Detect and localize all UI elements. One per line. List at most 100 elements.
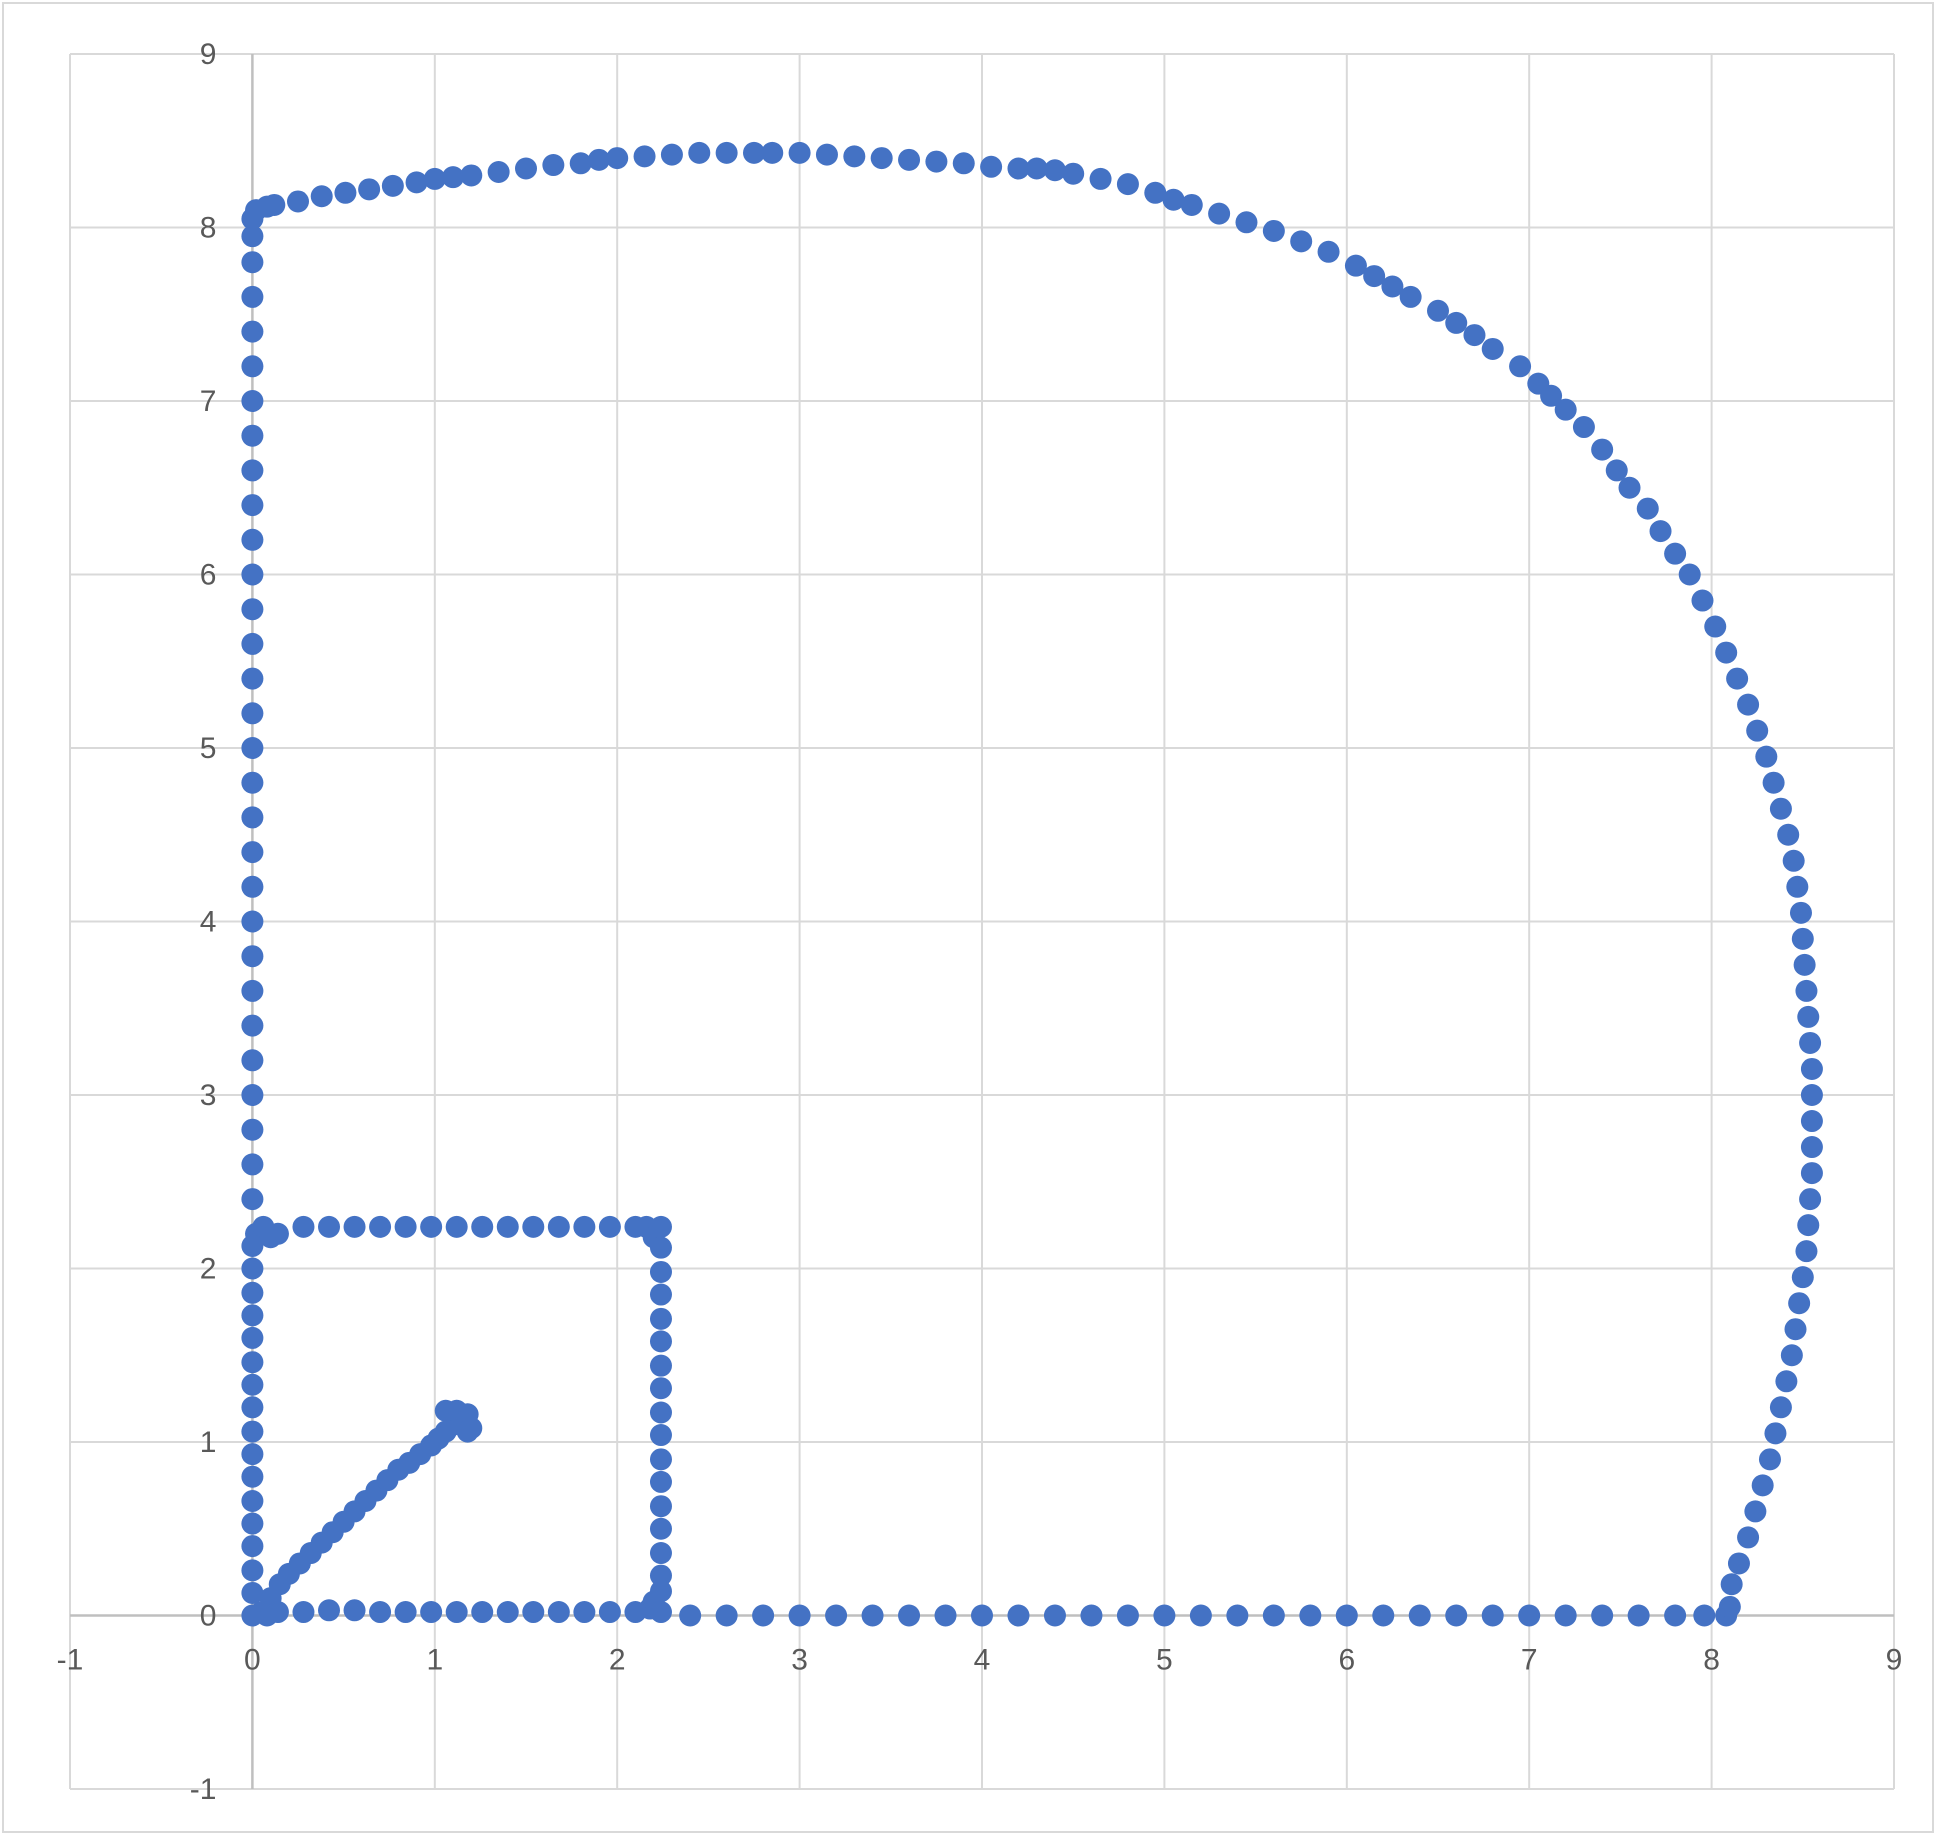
data-point xyxy=(241,1465,264,1488)
data-point xyxy=(241,1512,264,1535)
data-point xyxy=(1727,1552,1750,1575)
data-point xyxy=(1664,1604,1687,1627)
data-point xyxy=(542,154,565,177)
data-point xyxy=(456,1420,479,1443)
data-point xyxy=(1744,1500,1767,1523)
data-point xyxy=(241,875,264,898)
data-point xyxy=(1797,1005,1820,1028)
data-point xyxy=(241,1188,264,1211)
data-point xyxy=(1720,1573,1743,1596)
data-point xyxy=(241,806,264,829)
data-point xyxy=(1162,188,1185,211)
data-point xyxy=(241,320,264,343)
data-point xyxy=(420,1601,443,1624)
data-point xyxy=(633,145,656,168)
data-point xyxy=(898,148,921,171)
data-point xyxy=(1751,1474,1774,1497)
data-point xyxy=(287,190,309,213)
data-point xyxy=(1769,797,1792,820)
data-point xyxy=(660,143,683,166)
data-point xyxy=(1226,1604,1249,1627)
data-point xyxy=(241,1420,264,1443)
data-point xyxy=(241,1373,264,1396)
y-tick-label: 0 xyxy=(200,1600,217,1633)
data-point xyxy=(1554,1604,1577,1627)
data-point xyxy=(241,1257,264,1280)
x-tick-label: 9 xyxy=(1886,1644,1903,1677)
data-point xyxy=(870,147,893,170)
x-tick-label: 6 xyxy=(1338,1644,1355,1677)
data-point xyxy=(573,1215,596,1238)
data-point xyxy=(1116,173,1139,196)
data-point xyxy=(1782,849,1805,872)
data-point xyxy=(1793,953,1816,976)
data-point xyxy=(1726,667,1749,690)
data-point xyxy=(1262,1604,1285,1627)
data-point xyxy=(1784,1318,1807,1341)
data-point xyxy=(1799,1031,1822,1054)
data-point xyxy=(649,1260,672,1283)
data-point xyxy=(743,141,765,164)
data-point xyxy=(241,598,264,621)
data-point xyxy=(925,150,948,173)
data-point xyxy=(1737,693,1760,716)
data-point xyxy=(649,1495,672,1518)
x-tick-label: 7 xyxy=(1521,1644,1538,1677)
data-point xyxy=(241,945,264,968)
data-point xyxy=(471,1215,494,1238)
data-point xyxy=(241,1535,264,1558)
data-point xyxy=(292,1215,315,1238)
data-point xyxy=(241,355,264,378)
data-point xyxy=(649,1448,672,1471)
data-point xyxy=(241,667,264,690)
x-tick-label: -1 xyxy=(57,1644,84,1677)
data-point xyxy=(1153,1604,1176,1627)
data-point xyxy=(369,1601,392,1624)
data-point xyxy=(1335,1604,1358,1627)
data-point xyxy=(1795,979,1818,1002)
y-tick-label: -1 xyxy=(190,1773,217,1806)
data-point xyxy=(1795,1240,1818,1263)
data-point xyxy=(241,390,264,412)
data-point xyxy=(241,1489,264,1512)
data-point xyxy=(1372,1604,1395,1627)
data-point xyxy=(241,1281,264,1304)
data-point xyxy=(241,737,264,759)
data-point xyxy=(405,171,428,194)
data-point xyxy=(1704,615,1727,638)
data-point xyxy=(358,178,381,201)
data-point xyxy=(1800,1162,1823,1185)
data-point xyxy=(420,1215,443,1238)
data-point xyxy=(1116,1604,1139,1627)
data-point xyxy=(1737,1526,1760,1549)
x-tick-labels: -1 0 1 2 3 4 5 6 7 8 9 xyxy=(57,1644,1903,1677)
data-point xyxy=(241,910,264,933)
data-point xyxy=(310,185,333,208)
y-tick-label: 1 xyxy=(200,1426,217,1459)
data-point xyxy=(1518,1604,1541,1627)
data-point xyxy=(1591,1604,1614,1627)
data-point xyxy=(934,1604,957,1627)
x-tick-label: 2 xyxy=(609,1644,626,1677)
data-point xyxy=(1208,202,1231,225)
data-point xyxy=(1746,719,1769,742)
data-point xyxy=(649,1564,672,1587)
data-point xyxy=(1800,1110,1823,1133)
data-point xyxy=(1762,771,1785,794)
data-point xyxy=(255,1604,278,1627)
data-point xyxy=(343,1599,366,1622)
data-point xyxy=(1235,211,1258,234)
data-point xyxy=(241,1049,264,1072)
data-point xyxy=(1445,311,1468,334)
data-point xyxy=(1649,520,1672,543)
data-point xyxy=(1262,219,1285,242)
data-point xyxy=(679,1604,702,1627)
data-point xyxy=(1800,1084,1823,1106)
data-point xyxy=(649,1470,672,1493)
data-point xyxy=(598,1215,621,1238)
data-point xyxy=(861,1604,884,1627)
data-point xyxy=(843,145,866,168)
data-point xyxy=(241,225,264,248)
data-point xyxy=(1758,1448,1781,1471)
data-point xyxy=(971,1604,993,1627)
